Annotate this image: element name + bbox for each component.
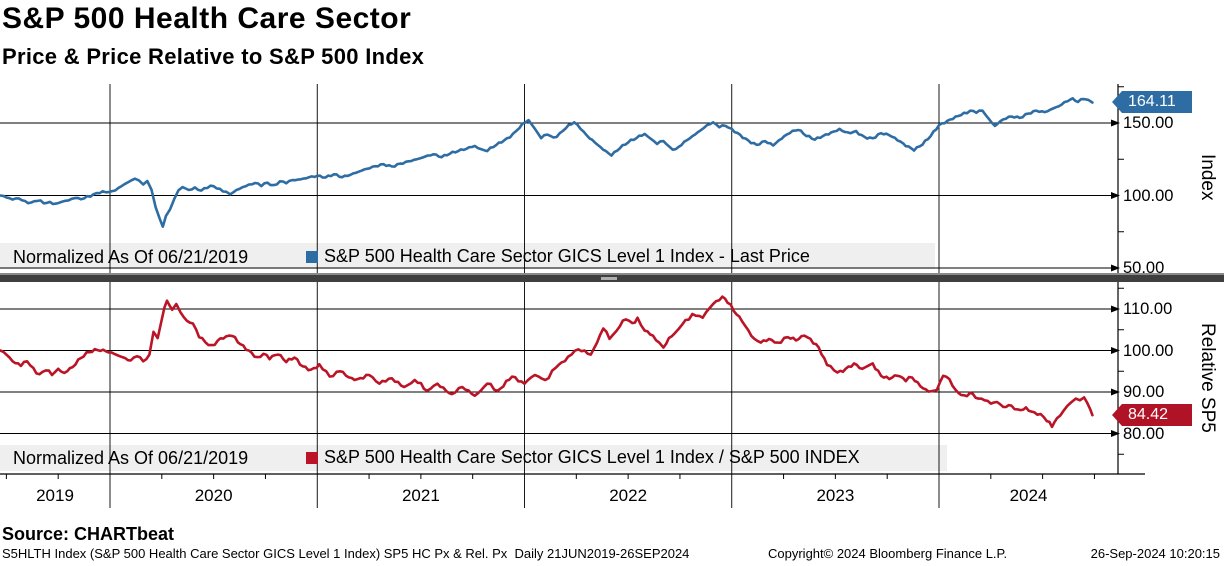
blue-series-swatch-icon: [306, 250, 318, 263]
top-legend-series-label: S&P 500 Health Care Sector GICS Level 1 …: [324, 246, 810, 266]
y-tick-label-100.00: 100.00: [1123, 341, 1174, 360]
x-tick-label-2022: 2022: [609, 486, 648, 505]
bottom-legend-normalized-note: Normalized As Of 06/21/2019: [13, 448, 249, 468]
major-tick-arrow-icon: [1111, 388, 1120, 396]
bottom-panel-axis-title: Relative SP5: [1197, 322, 1218, 433]
y-tick-label-100.00: 100.00: [1123, 186, 1174, 205]
major-tick-arrow-icon: [1111, 264, 1120, 272]
y-tick-label-50.00: 50.00: [1123, 259, 1165, 277]
major-tick-arrow-icon: [1111, 119, 1120, 127]
series-line-panel-1: [0, 295, 1094, 429]
page-subtitle: Price & Price Relative to S&P 500 Index: [2, 44, 425, 69]
major-tick-arrow-icon: [1111, 305, 1120, 313]
x-tick-label-2021: 2021: [401, 486, 440, 505]
legend-strip-bg-1: [0, 445, 947, 471]
top-legend-series-item[interactable]: S&P 500 Health Care Sector GICS Level 1 …: [306, 246, 810, 267]
bottom-legend-series-item[interactable]: S&P 500 Health Care Sector GICS Level 1 …: [306, 447, 860, 468]
index-last-price-badge: 164.11: [1112, 91, 1192, 113]
x-tick-label-2023: 2023: [816, 486, 855, 505]
x-tick-label-2019: 2019: [36, 486, 74, 505]
divider-grip-icon: [601, 277, 617, 280]
source-label: Source: CHARTbeat: [2, 524, 175, 544]
red-series-swatch-icon: [306, 451, 318, 464]
series-line-panel-0: [0, 97, 1094, 228]
footer-timestamp: 26-Sep-2024 10:20:15: [1090, 546, 1220, 561]
footer-copyright: Copyright© 2024 Bloomberg Finance L.P.: [768, 546, 1008, 561]
major-tick-arrow-icon: [1111, 347, 1120, 354]
relative-last-price-badge: 84.42: [1112, 404, 1192, 426]
top-panel-axis-title: Index: [1197, 153, 1218, 201]
major-tick-arrow-icon: [1111, 430, 1120, 437]
footer-description: S5HLTH Index (S&P 500 Health Care Sector…: [2, 546, 690, 561]
y-tick-label-110.00: 110.00: [1123, 300, 1173, 318]
legend-strip-bg-0: [0, 243, 935, 269]
y-tick-label-150.00: 150.00: [1123, 114, 1174, 132]
x-tick-label-2024: 2024: [1009, 486, 1048, 505]
bottom-legend-series-label: S&P 500 Health Care Sector GICS Level 1 …: [324, 447, 860, 467]
y-tick-label-90.00: 90.00: [1123, 383, 1165, 401]
page-title: S&P 500 Health Care Sector: [2, 2, 412, 35]
y-tick-label-80.00: 80.00: [1123, 424, 1165, 443]
major-tick-arrow-icon: [1111, 192, 1120, 199]
top-legend-normalized-note: Normalized As Of 06/21/2019: [13, 247, 249, 267]
panel-divider-handle[interactable]: [0, 273, 1224, 282]
x-tick-label-2020: 2020: [194, 486, 233, 505]
